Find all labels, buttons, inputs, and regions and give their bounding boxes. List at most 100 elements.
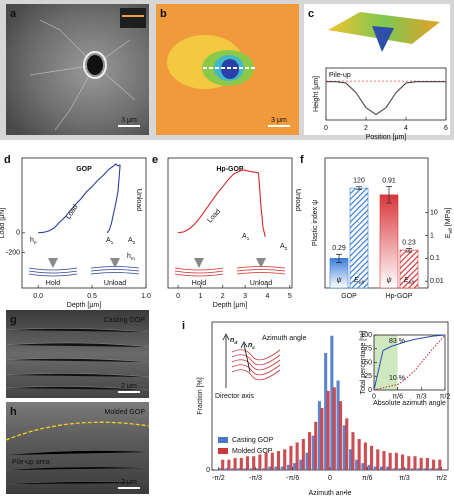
hole <box>87 55 103 75</box>
film-layer <box>28 273 78 277</box>
histogram-bar <box>401 454 405 470</box>
x-axis-label: Depth [μm] <box>67 302 101 309</box>
symbol-base: n <box>230 337 234 344</box>
plot-frame <box>21 157 147 289</box>
histogram-bar <box>351 432 355 470</box>
panel-label: a <box>10 8 17 20</box>
chart-title: GOP <box>76 166 92 173</box>
histogram-bar <box>382 451 386 470</box>
y2-axis-label-base: E <box>445 233 452 238</box>
curve-label: Unload <box>135 189 142 211</box>
area-label: A2 <box>280 243 288 252</box>
histogram-bar <box>361 463 365 470</box>
histogram-bar <box>398 468 402 470</box>
annotation: 83 % <box>389 338 405 345</box>
histogram-bar <box>280 466 284 470</box>
histogram-bar <box>404 468 408 470</box>
y2-tick-label: 10 <box>430 210 438 217</box>
film-layer <box>90 269 140 272</box>
area-label-sub: 1 <box>247 236 250 242</box>
bar-series-label-sub: eff <box>359 280 365 286</box>
x-tick-label: 1 <box>198 293 202 300</box>
image-caption: Molded GOP <box>105 409 146 416</box>
histogram-bar <box>320 408 324 470</box>
y2-axis-label: Eeff [MPa] <box>445 208 454 238</box>
error-bar <box>406 248 412 253</box>
error-bar <box>386 186 392 204</box>
histogram-bar <box>373 466 377 470</box>
histogram-bar <box>221 459 225 470</box>
histogram-bar <box>394 452 398 470</box>
schematic-label: Hold <box>192 280 207 287</box>
x-tick-label: -π/3 <box>249 475 262 482</box>
histogram-bar <box>276 451 281 470</box>
film-layer <box>174 267 224 271</box>
image-note: Pile-up area <box>12 459 50 466</box>
layer-sketch <box>231 369 281 381</box>
histogram-bar <box>357 439 361 470</box>
histogram-bar <box>224 468 228 470</box>
pile-up-boundary <box>5 421 150 441</box>
schematic-label: Azimuth angle <box>262 335 306 342</box>
histogram-bar <box>336 380 340 470</box>
film-layer <box>174 273 224 277</box>
area-label: A1 <box>106 237 114 246</box>
curve-label: Load <box>65 204 79 221</box>
x-tick-label: -π/2 <box>212 475 225 482</box>
scale-label: 3 μm <box>121 117 137 124</box>
histogram-bar <box>407 456 411 470</box>
x-tick-label: 2 <box>364 125 368 132</box>
histogram-bar <box>314 421 318 470</box>
histogram-bar <box>324 352 328 470</box>
load-curve <box>257 172 266 237</box>
x-tick-label: 4 <box>404 125 408 132</box>
y-axis-label: Plastic index ψ <box>312 200 319 246</box>
x-axis-label: Absolute azimuth angle <box>373 400 446 407</box>
histogram-bar <box>438 459 442 470</box>
value-label: 0.23 <box>402 239 416 246</box>
x-axis-label: Position [μm] <box>366 134 407 141</box>
depth-label-sub: m <box>131 257 135 262</box>
histogram-bar <box>413 456 417 470</box>
scale-label: 2 μm <box>121 479 137 486</box>
y-tick-label: 50 <box>364 359 372 366</box>
load-curve <box>177 173 235 234</box>
histogram-bar <box>348 449 353 470</box>
bar-series-label: ψ <box>386 277 391 284</box>
surface-pit <box>372 26 394 52</box>
x-tick-label: 0.0 <box>33 293 43 300</box>
area-label-sub: 2 <box>285 246 288 252</box>
histogram-bar <box>338 401 343 470</box>
histogram-bar <box>239 457 243 470</box>
indenter <box>110 258 120 268</box>
highlight-band <box>374 335 398 390</box>
histogram-bar <box>293 463 297 470</box>
indenter <box>194 258 204 268</box>
histogram-bar <box>289 445 293 470</box>
histogram-bar <box>262 468 266 470</box>
histogram-bar <box>311 435 315 470</box>
y-tick-label: -200 <box>6 249 20 256</box>
load-curve <box>38 165 114 234</box>
x-tick-label: π/6 <box>362 475 373 482</box>
y2-tick-label: 0.01 <box>430 278 444 285</box>
schematic-label: Hold <box>46 280 61 287</box>
area-label: A1 <box>242 233 250 242</box>
x-tick-label: 3 <box>243 293 247 300</box>
histogram-bar <box>305 452 309 470</box>
y-tick-label: 0 <box>206 467 210 474</box>
histogram-bar <box>435 468 439 470</box>
histogram-bar <box>252 456 256 470</box>
normal-arrow <box>240 341 251 373</box>
depth-label-sub: e <box>34 241 37 246</box>
panel-label: b <box>160 8 167 20</box>
bar-series-label: ψ <box>336 277 341 284</box>
x-tick-label: 6 <box>444 125 448 132</box>
histogram-bar <box>326 390 330 470</box>
panel-label: c <box>308 8 314 20</box>
y2-tick-label: 1 <box>430 232 434 239</box>
y-axis-label: Load [μN] <box>0 208 6 239</box>
histogram-bar <box>227 459 231 470</box>
x-tick-label: π/2 <box>440 393 451 400</box>
